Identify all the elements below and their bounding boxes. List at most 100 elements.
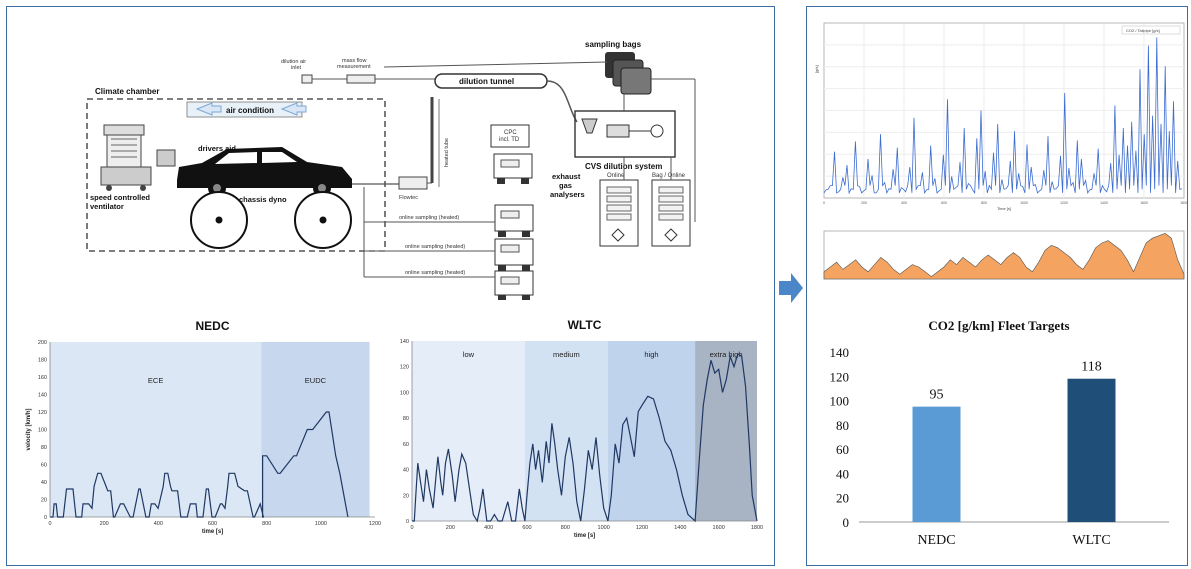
test-bench-schematic: Climate chamber air condition speed cont… — [86, 40, 696, 300]
phase-band — [50, 342, 262, 517]
x-tick-label: 1800 — [751, 525, 763, 531]
x-tick-label: 200 — [446, 525, 455, 531]
phase-band — [695, 341, 757, 521]
phase-label: low — [463, 350, 475, 359]
cpc-box — [490, 124, 530, 148]
y-tick-label: 60 — [41, 463, 47, 469]
online-sampling-label: online sampling (heated) — [405, 244, 465, 250]
chart-title: NEDC — [195, 319, 229, 333]
x-tick-label: 400 — [154, 521, 163, 527]
legend-box — [1121, 25, 1181, 35]
ventilator-label-line: speed controlled — [90, 193, 150, 202]
cpc-label: CPC incl. TD — [499, 130, 520, 143]
x-tick-label: 800 — [561, 525, 570, 531]
air-arrow-icon — [280, 102, 307, 116]
y-tick-label: 100 — [400, 390, 409, 396]
drivers-aid-label: drivers aid — [198, 144, 236, 153]
x-tick-label: 400 — [901, 201, 907, 205]
right-arrow-icon — [779, 273, 803, 303]
dilution-air-inlet-line: dilution air — [281, 59, 306, 65]
y-axis-label: [g/s] — [814, 65, 819, 73]
x-tick-label: 1000 — [1020, 201, 1028, 205]
air-arrow-icon — [195, 102, 222, 116]
x-tick-label: 200 — [100, 521, 109, 527]
bar-value-label: 95 — [930, 388, 944, 403]
y-tick-label: 60 — [403, 442, 409, 448]
y-tick-label: 140 — [400, 339, 409, 345]
nedc-chart: NEDC ECE EUDC 0 200 400 600 800 1000 1200 0 20 40 60 8… — [26, 319, 381, 535]
phase-label: medium — [553, 350, 580, 359]
power-trace-chart — [823, 230, 1185, 280]
x-category-label: NEDC — [917, 533, 955, 548]
x-tick-label: 1200 — [636, 525, 648, 531]
y-tick-label: 120 — [400, 365, 409, 371]
y-tick-label: 20 — [836, 491, 849, 506]
analyser-unit-icon — [493, 153, 533, 184]
x-axis-label: time [s] — [202, 529, 223, 535]
exhaust-analysers-label: exhaust gas analysers — [550, 172, 585, 199]
phase-label: extra high — [710, 350, 743, 359]
analyser-unit-icon — [494, 204, 534, 237]
y-tick-label: 100 — [830, 394, 850, 409]
x-tick-label: 1400 — [674, 525, 686, 531]
y-tick-label: 80 — [403, 416, 409, 422]
sampling-bags-icon — [605, 52, 652, 95]
x-tick-label: 800 — [981, 201, 987, 205]
power-area — [823, 233, 1185, 280]
flowtec-label: Flowtec — [399, 195, 418, 201]
y-tick-label: 0 — [843, 515, 850, 530]
drivers-aid-icon — [156, 149, 176, 167]
bar — [912, 406, 961, 522]
bag-online-label: Bag / Online — [652, 173, 686, 179]
heated-tube-label: heated tube — [444, 138, 450, 167]
ventilator-label: speed controlled ventilator — [90, 193, 152, 211]
air-condition-label: air condition — [226, 106, 274, 115]
mass-flow-label: mass flow measurement — [337, 58, 371, 70]
x-tick-label: 600 — [522, 525, 531, 531]
mass-flow-box — [346, 74, 376, 84]
flowtec-box — [398, 176, 428, 190]
x-axis-label: time [s] — [574, 533, 595, 539]
bar-value-label: 118 — [1081, 360, 1101, 375]
mass-flow-line: mass flow — [342, 58, 366, 64]
x-axis-label: Time [s] — [997, 206, 1011, 211]
climate-chamber-box — [86, 98, 386, 252]
dilution-air-inlet-label: dilution air inlet — [281, 59, 308, 71]
chassis-dyno-label: chassis dyno — [239, 195, 287, 204]
y-tick-label: 80 — [41, 445, 47, 451]
exhaust-analysers-line: exhaust — [552, 172, 581, 181]
y-axis-label: velocity [km/h] — [26, 408, 32, 450]
right-panel: CO2 / Tailpipe [g/s] [g/s] 0 200 400 600 800 10… — [806, 6, 1188, 566]
y-tick-label: 20 — [41, 498, 47, 504]
x-tick-label: 1600 — [1140, 201, 1148, 205]
y-tick-label: 100 — [38, 428, 47, 434]
exhaust-analysers-line: gas — [559, 181, 572, 190]
dilution-air-inlet-line: inlet — [291, 65, 302, 71]
dilution-air-inlet-box — [301, 74, 313, 84]
x-tick-label: 600 — [208, 521, 217, 527]
dilution-tunnel-label: dilution tunnel — [459, 77, 514, 86]
online-analyser-cabinet-icon — [599, 179, 639, 247]
cvs-box — [574, 110, 676, 158]
online-sampling-label: online sampling (heated) — [399, 215, 459, 221]
phase-label: high — [644, 350, 658, 359]
chart-title: WLTC — [568, 318, 602, 332]
y-tick-label: 60 — [836, 442, 849, 457]
analyser-unit-icon — [494, 238, 534, 271]
y-tick-label: 0 — [406, 519, 409, 525]
x-tick-label: 1000 — [315, 521, 327, 527]
fleet-targets-chart: CO2 [g/km] Fleet Targets 0 20 40 60 80 100 120 1… — [830, 318, 1169, 548]
x-tick-label: 1200 — [369, 521, 381, 527]
phase-band — [524, 341, 608, 521]
x-tick-label: 1200 — [1060, 201, 1068, 205]
sampling-bags-label: sampling bags — [585, 40, 642, 49]
phase-label: ECE — [148, 376, 163, 385]
y-tick-label: 200 — [38, 340, 47, 346]
speed-series-line — [50, 411, 349, 518]
x-tick-label: 1400 — [1100, 201, 1108, 205]
y-tick-label: 40 — [836, 466, 849, 481]
y-tick-label: 140 — [830, 345, 850, 360]
y-tick-label: 40 — [403, 468, 409, 474]
analyser-unit-icon — [494, 270, 534, 300]
